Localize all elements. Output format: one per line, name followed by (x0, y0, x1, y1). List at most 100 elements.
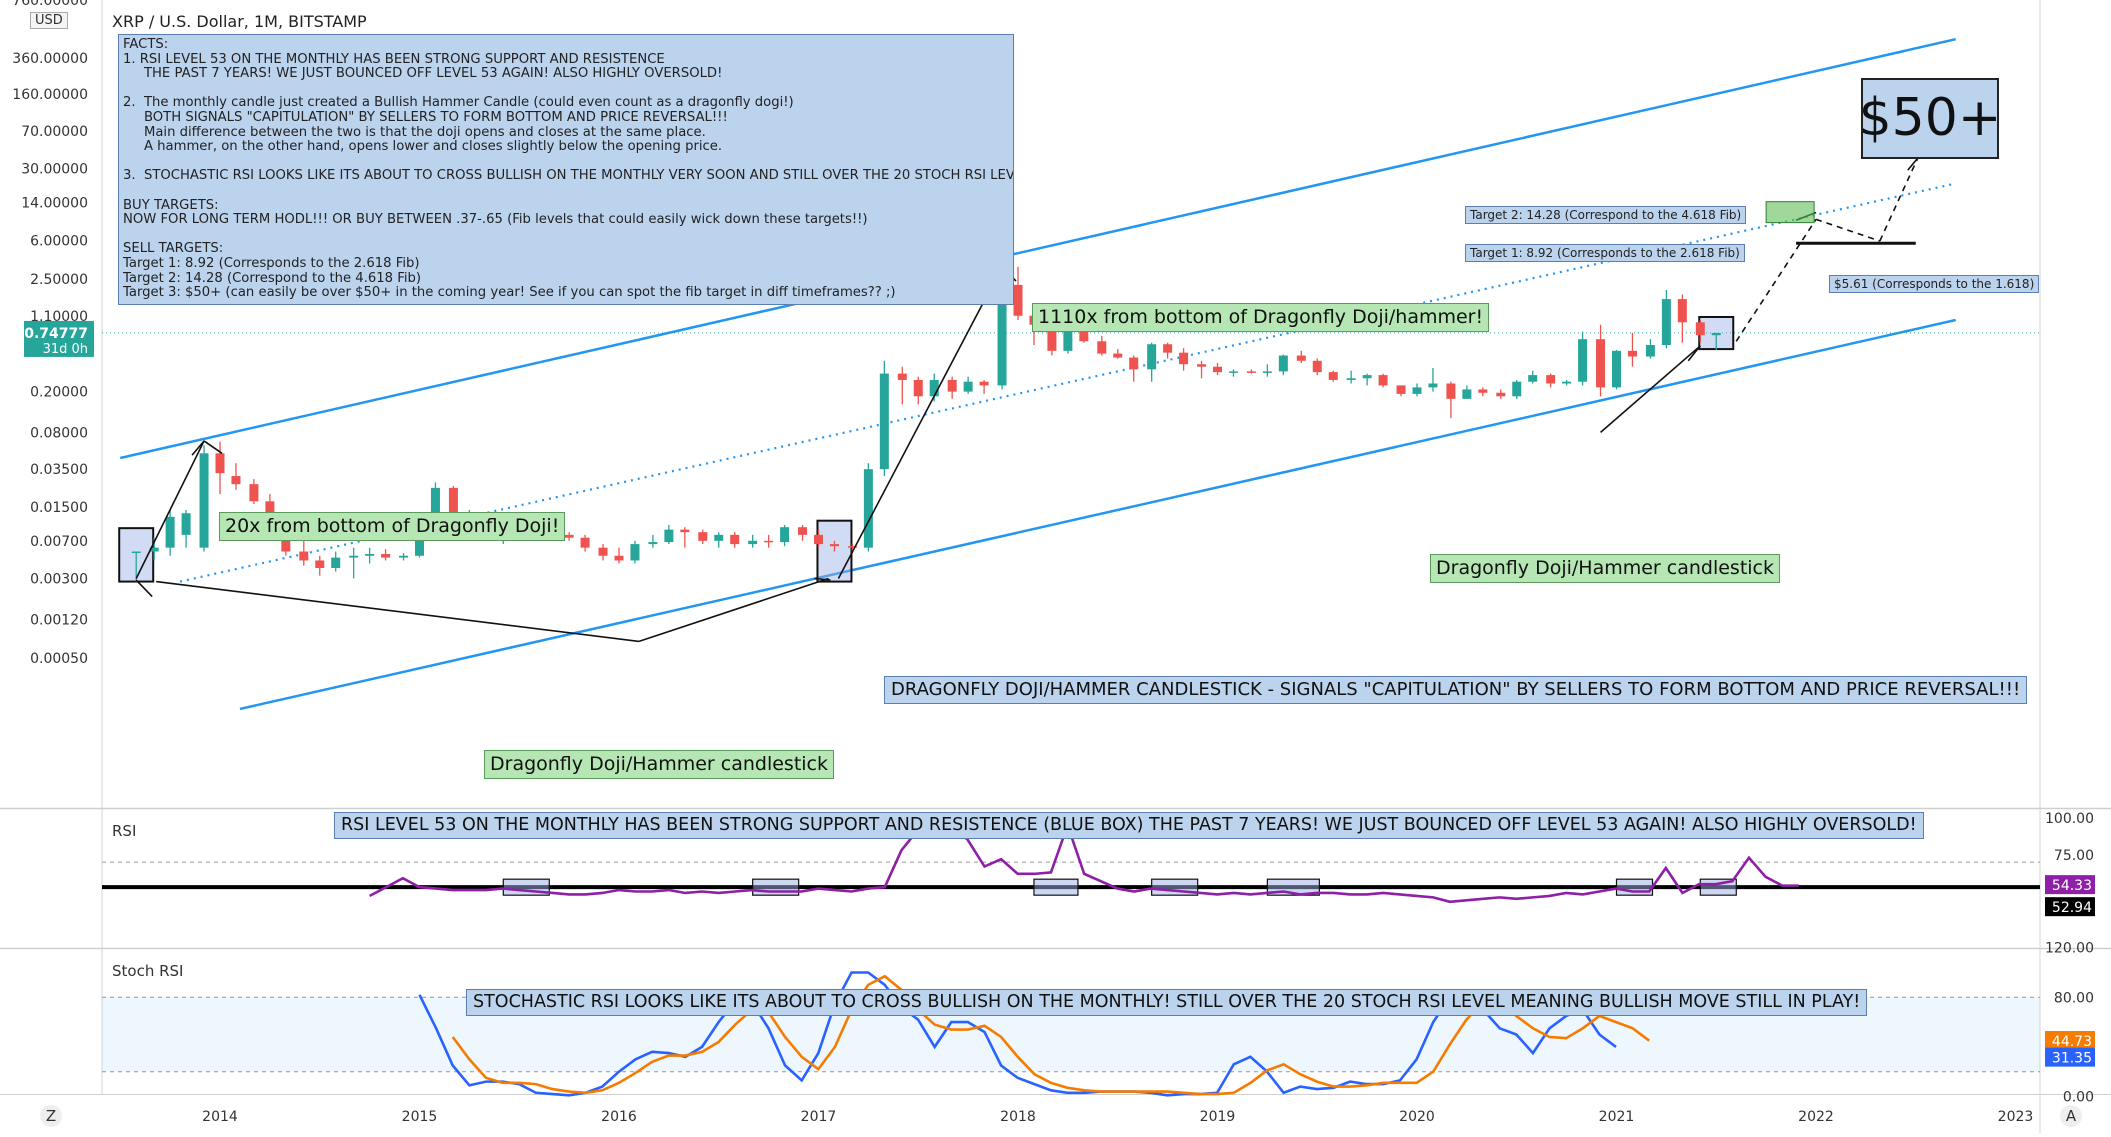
pointer-left-head (814, 577, 831, 581)
candle-body (648, 542, 658, 545)
candle-body (165, 516, 175, 548)
target-zone (1765, 201, 1815, 224)
price-tick-label: 0.00120 (30, 612, 88, 628)
stoch-d-flag (2045, 1031, 2095, 1051)
candle-body (1512, 381, 1522, 397)
target-2-label[interactable]: Target 2: 14.28 (Correspond to the 4.618… (1465, 206, 1747, 225)
doji-label-right[interactable]: Dragonfly Doji/Hammer candlestick (1430, 554, 1781, 583)
candle-body (564, 534, 574, 538)
candle-body (1147, 344, 1157, 370)
gain-1110x-label[interactable]: 1110x from bottom of Dragonfly Doji/hamm… (1032, 303, 1490, 332)
candle-body (1013, 284, 1023, 316)
price-tick-label: 0.01500 (30, 500, 88, 516)
candle-body (1246, 371, 1256, 373)
rsi-banner[interactable]: RSI LEVEL 53 ON THE MONTHLY HAS BEEN STR… (334, 812, 1924, 839)
candle-body (829, 544, 839, 547)
candle-body (979, 381, 989, 386)
facts-note[interactable]: FACTS: 1. RSI LEVEL 53 ON THE MONTHLY HA… (118, 34, 1014, 305)
candle-body (231, 476, 241, 485)
candle-body (814, 534, 823, 545)
candle-body (764, 540, 774, 543)
rsi-box (1033, 878, 1079, 896)
candle-body (1396, 385, 1406, 394)
projection-3-head (1907, 157, 1919, 171)
candle-body (580, 537, 590, 548)
price-tick-label: 70.00000 (21, 124, 88, 140)
candle-body (1278, 355, 1288, 372)
time-tick-label: 2019 (1200, 1109, 1236, 1125)
rsi-line (369, 821, 1799, 904)
candle-body (215, 453, 225, 474)
projection-1 (1735, 218, 1817, 342)
price-tick-label: 0.00050 (30, 651, 88, 667)
stoch-tick-label: 0.00 (2063, 1090, 2094, 1106)
candle-body (331, 557, 341, 568)
gain-20x-label[interactable]: 20x from bottom of Dragonfly Doji! (219, 512, 566, 541)
symbol-title: XRP / U.S. Dollar, 1M, BITSTAMP (112, 12, 367, 31)
arrow-1110x (837, 266, 1003, 579)
pointer-left-b (638, 577, 829, 643)
time-tick-label: 2018 (1000, 1109, 1036, 1125)
candle-body (1163, 344, 1173, 353)
candle-body (1296, 355, 1306, 361)
time-tick-label: 2017 (801, 1109, 837, 1125)
channel-line-upper (119, 37, 1956, 460)
candle-body (399, 555, 409, 558)
candle-body (664, 529, 674, 543)
target-1-label[interactable]: Target 1: 8.92 (Corresponds to the 2.618… (1465, 244, 1745, 263)
candle-body (1362, 375, 1372, 379)
candle-body (730, 534, 740, 545)
bottom-right-icon[interactable]: A (2060, 1105, 2082, 1127)
candle-body (1462, 389, 1472, 399)
target-3-label[interactable]: $50+ (1859, 78, 2001, 159)
fib-1618-label[interactable]: $5.61 (Corresponds to the 1.618) (1829, 275, 2040, 294)
candle-body (614, 555, 624, 561)
candle-body (1179, 352, 1189, 365)
candle-body (630, 544, 640, 561)
candle-body (349, 555, 359, 558)
candle-body (1079, 329, 1089, 342)
candle-body (1228, 371, 1238, 373)
bottom-left-icon[interactable]: Z (40, 1105, 62, 1127)
candle-body (680, 529, 690, 533)
currency-badge[interactable]: USD (30, 12, 68, 29)
candle-body (1528, 375, 1538, 382)
price-tick-label: 2.50000 (30, 272, 88, 288)
pointer-left-a (156, 580, 640, 643)
price-tick-label: 0.00300 (30, 572, 88, 588)
candle-body (929, 379, 939, 397)
price-tick-label: 0.20000 (30, 385, 88, 401)
time-tick-label: 2020 (1399, 1109, 1435, 1125)
last-price-flag (24, 320, 94, 357)
candle-body (1197, 364, 1207, 367)
pointer-right (1600, 345, 1701, 433)
rsi-value-label: 54.33 (2052, 878, 2092, 894)
candle-body (1596, 339, 1606, 388)
signal-banner[interactable]: DRAGONFLY DOJI/HAMMER CANDLESTICK - SIGN… (884, 676, 2028, 704)
time-tick-label: 2023 (1998, 1109, 2034, 1125)
stoch-banner[interactable]: STOCHASTIC RSI LOOKS LIKE ITS ABOUT TO C… (466, 989, 1868, 1016)
rsi-value-flag (2045, 875, 2095, 895)
doji-label-left[interactable]: Dragonfly Doji/Hammer candlestick (484, 750, 835, 779)
candle-body (1346, 378, 1356, 380)
candle-body (963, 381, 973, 392)
price-tick-label: 14.00000 (21, 196, 88, 212)
candle-body (1129, 357, 1139, 370)
candle-body (1312, 360, 1322, 373)
candle-body (1562, 381, 1572, 384)
time-tick-label: 2022 (1798, 1109, 1834, 1125)
time-tick-label: 2015 (402, 1109, 438, 1125)
candle-body (798, 527, 808, 535)
rsi-level-label: 52.94 (2052, 900, 2092, 916)
candle-body (780, 527, 790, 543)
pointer-right-head (1687, 345, 1701, 362)
arrow-20x-head-b (203, 440, 223, 454)
price-tick-label: 6.00000 (30, 233, 88, 249)
price-tick-label: 0.08000 (30, 425, 88, 441)
candle-body (299, 551, 309, 561)
stoch-k-label: 31.35 (2052, 1051, 2092, 1067)
candle-body (181, 513, 191, 535)
candle-body (1627, 350, 1637, 357)
candle-body (1661, 299, 1671, 346)
candle-body (1097, 341, 1107, 354)
